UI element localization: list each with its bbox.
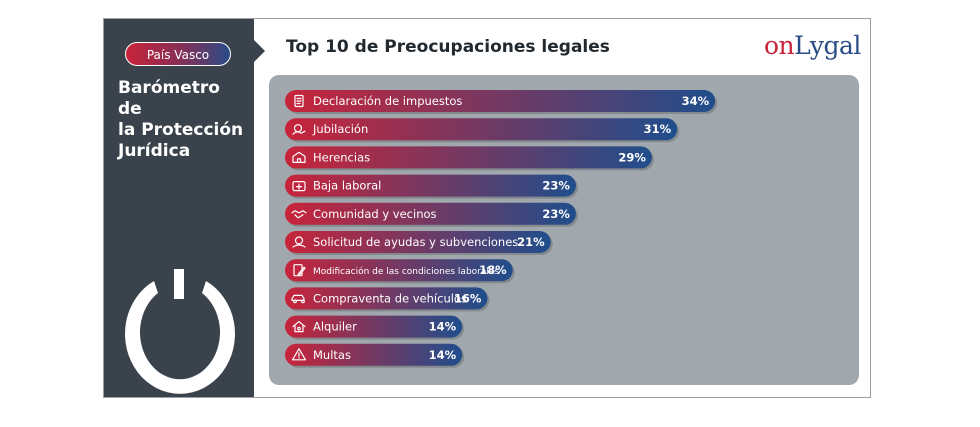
bar (285, 146, 652, 169)
bar (285, 287, 488, 310)
bar (285, 90, 716, 112)
brand-logo-part-2: Lygal (794, 31, 861, 60)
title-pointer (254, 40, 265, 62)
bar (285, 174, 576, 197)
sidebar-title-line-2: la Protección (118, 120, 244, 140)
bar-value-label: 18% (479, 263, 507, 277)
bar-chart: Declaración de impuestos 34% Jubilación 31%… (285, 90, 718, 368)
bar-value-label: 23% (542, 179, 570, 193)
bar-value-label: 23% (542, 207, 570, 221)
sidebar: País Vasco Barómetro de la Protección Ju… (104, 19, 254, 397)
bar-value-label: 31% (644, 122, 672, 136)
bar-label: Comunidad y vecinos (313, 207, 437, 221)
bar-row: Multas 14% (285, 343, 465, 368)
bar-value-label: 21% (517, 235, 545, 249)
bar-value-label: 16% (454, 291, 482, 305)
bar (285, 118, 678, 141)
bar (285, 343, 463, 366)
bar-row: Alquiler 14% (285, 315, 465, 340)
sick-leave-icon (292, 180, 306, 192)
region-badge: País Vasco (125, 42, 231, 66)
bar-row: Comunidad y vecinos 23% (285, 202, 578, 227)
brand-logo-part-1: on (764, 31, 795, 60)
bar-value-label: 14% (429, 320, 457, 334)
brand-logo: onLygal (764, 31, 861, 60)
house-rent-icon (292, 321, 306, 333)
sidebar-title: Barómetro de la Protección Jurídica (118, 78, 248, 162)
bar (285, 202, 576, 225)
bar-row: Declaración de impuestos 34% (285, 90, 718, 114)
bar-label: Alquiler (313, 320, 357, 334)
warning-fine-icon (291, 348, 307, 361)
bar-label: Solicitud de ayudas y subvenciones (313, 235, 518, 249)
power-icon (125, 269, 235, 394)
aid-request-icon (292, 236, 306, 248)
bar-value-label: 14% (429, 348, 457, 362)
bar (285, 315, 463, 338)
tax-document-icon (294, 94, 304, 108)
bar-label: Declaración de impuestos (313, 94, 462, 108)
bar-label: Baja laboral (313, 179, 381, 193)
bar-label: Multas (313, 348, 351, 362)
car-sale-icon (291, 294, 305, 304)
bar-value-label: 34% (682, 94, 710, 108)
contract-edit-icon (293, 264, 306, 277)
bar-label: Compraventa de vehículos (313, 291, 467, 305)
retirement-icon (292, 124, 306, 135)
bar-label: Jubilación (312, 122, 368, 136)
bar-row: Modificación de las condiciones laborale… (285, 259, 515, 284)
bar-value-label: 29% (618, 150, 646, 164)
chart-title: Top 10 de Preocupaciones legales (286, 37, 610, 57)
bar (285, 231, 551, 253)
bar-label: Modificación de las condiciones laborale… (313, 266, 499, 277)
bar-row: Jubilación 31% (285, 118, 680, 143)
sidebar-title-line-3: Jurídica (118, 141, 191, 161)
inheritance-icon (292, 151, 306, 163)
bar-row: Herencias 29% (285, 146, 654, 171)
bar-row: Baja laboral 23% (285, 174, 578, 199)
handshake-icon (291, 210, 307, 219)
sidebar-title-line-1: Barómetro de (118, 78, 220, 119)
bar-label: Herencias (313, 150, 370, 164)
chart-panel: Declaración de impuestos 34% Jubilación 31%… (269, 75, 859, 385)
infographic-frame: País Vasco Barómetro de la Protección Ju… (103, 18, 871, 398)
bar (285, 259, 513, 282)
